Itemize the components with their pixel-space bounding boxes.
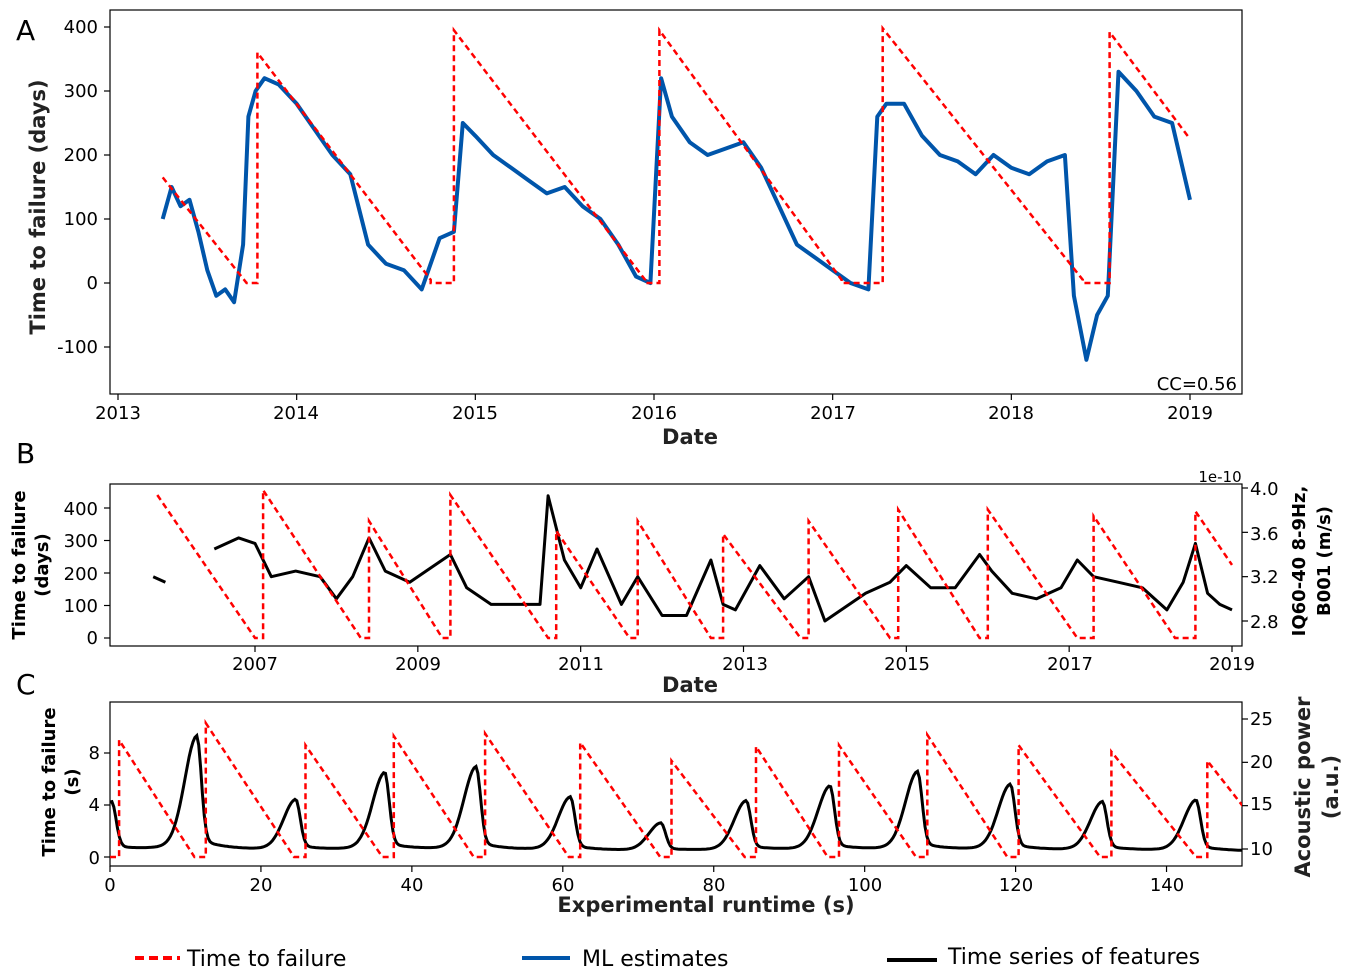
c-ylabel-line2: (s) <box>62 768 83 795</box>
b-ytick-right: 2.8 <box>1250 612 1279 633</box>
a-cc-annotation: CC=0.56 <box>1157 374 1237 395</box>
panel-c-plot-area <box>104 718 1248 872</box>
panel-c-y-ticks-right: 10 15 20 25 <box>1250 709 1273 860</box>
a-xtick: 2019 <box>1167 403 1213 424</box>
b-ytick: 400 <box>64 499 98 520</box>
features-line <box>110 732 1242 852</box>
panel-b-y-ticks: 0 100 200 300 400 <box>64 499 98 649</box>
panel-c-x-ticks: 0 20 40 60 80 100 120 140 <box>104 875 1184 896</box>
b-xtick: 2007 <box>232 654 278 675</box>
a-ylabel: Time to failure (days) <box>26 79 50 334</box>
b-xtick: 2009 <box>395 654 441 675</box>
features-line <box>213 494 1233 623</box>
c-xtick: 140 <box>1150 875 1184 896</box>
legend-feat-label: Time series of features <box>947 945 1200 970</box>
b-ylabel-line2: (days) <box>32 533 53 596</box>
b-ytick: 0 <box>87 628 98 649</box>
b-xtick: 2019 <box>1209 654 1255 675</box>
b-ytick-right: 3.6 <box>1250 524 1279 545</box>
a-xlabel: Date <box>662 425 718 449</box>
c-xtick: 20 <box>250 875 273 896</box>
a-xtick: 2014 <box>273 403 319 424</box>
b-xtick: 2017 <box>1047 654 1093 675</box>
a-ytick: 400 <box>64 17 98 38</box>
panel-a-y-ticks: -100 0 100 200 300 400 <box>57 17 98 358</box>
c-ytick-right: 20 <box>1250 752 1273 773</box>
c-ytick: 0 <box>89 848 100 869</box>
ttf-line <box>110 718 1242 859</box>
a-ytick: 100 <box>64 209 98 230</box>
panel-b-plot-area <box>104 485 1248 652</box>
panel-b-y-ticks-right: 2.8 3.2 3.6 4.0 <box>1250 479 1279 633</box>
c-xtick: 100 <box>848 875 882 896</box>
b-xlabel: Date <box>662 673 718 697</box>
panel-c: C 0 4 8 10 15 20 25 0 20 40 60 80 100 12… <box>16 668 1343 917</box>
panel-c-label: C <box>16 668 36 701</box>
panel-a-x-ticks: 2013 2014 2015 2016 2017 2018 2019 <box>95 403 1213 424</box>
legend-ml-label: ML estimates <box>582 947 729 970</box>
c-xtick: 120 <box>999 875 1033 896</box>
b-offset-text: 1e-10 <box>1198 468 1241 486</box>
b-ylabel-right-line2: B001 (m/s) <box>1314 506 1335 616</box>
a-ytick: 200 <box>64 145 98 166</box>
a-xtick: 2013 <box>95 403 141 424</box>
panel-a-frame <box>109 9 1243 395</box>
c-xtick: 80 <box>703 875 726 896</box>
c-xtick: 60 <box>552 875 575 896</box>
a-ytick: -100 <box>57 337 98 358</box>
panel-c-frame <box>109 701 1243 867</box>
b-ytick: 300 <box>64 531 98 552</box>
c-ylabel-right-line2: (a.u.) <box>1319 755 1343 819</box>
b-xtick: 2013 <box>722 654 768 675</box>
legend-ttf-label: Time to failure <box>186 947 346 970</box>
panel-a-plot-area <box>104 24 1192 400</box>
b-ytick-right: 3.2 <box>1250 567 1279 588</box>
panel-b-frame <box>109 483 1243 647</box>
panel-b-label: B <box>16 437 35 470</box>
a-xtick: 2018 <box>988 403 1034 424</box>
panel-b: B 0 100 200 300 400 2.8 3.2 3.6 4.0 1e-1… <box>9 437 1335 697</box>
ttf-line <box>156 485 1234 640</box>
c-ytick-right: 15 <box>1250 794 1273 815</box>
panel-a: A -100 0 100 200 300 400 2013 2014 2015 … <box>16 9 1243 449</box>
c-ytick: 8 <box>89 743 100 764</box>
c-ytick-right: 25 <box>1250 709 1273 730</box>
c-ylabel-line1: Time to failure <box>39 707 60 856</box>
a-ytick: 300 <box>64 81 98 102</box>
c-xlabel: Experimental runtime (s) <box>557 893 854 917</box>
panel-c-y-ticks: 0 4 8 <box>89 743 100 869</box>
a-xtick: 2015 <box>452 403 498 424</box>
b-ytick: 100 <box>64 596 98 617</box>
legend: Time to failure ML estimates Time series… <box>135 945 1200 970</box>
c-ytick: 4 <box>89 795 100 816</box>
panel-a-label: A <box>16 14 35 47</box>
features-line-segment <box>152 575 167 584</box>
b-ylabel-line1: Time to failure <box>9 490 30 639</box>
b-ylabel-right-line1: IQ60-40 8-9Hz, <box>1289 486 1310 637</box>
c-xtick: 0 <box>104 875 115 896</box>
b-xtick: 2015 <box>884 654 930 675</box>
b-ytick: 200 <box>64 564 98 585</box>
a-ytick: 0 <box>87 273 98 294</box>
ttf-line <box>161 24 1191 285</box>
a-xtick: 2017 <box>810 403 856 424</box>
b-ytick-right: 4.0 <box>1250 479 1279 500</box>
a-xtick: 2016 <box>631 403 677 424</box>
c-ylabel-right-line1: Acoustic power <box>1291 696 1315 878</box>
panel-b-x-ticks: 2007 2009 2011 2013 2015 2017 2019 <box>232 654 1255 675</box>
c-xtick: 40 <box>401 875 424 896</box>
ml-estimates-line <box>160 69 1192 362</box>
b-xtick: 2011 <box>558 654 604 675</box>
c-ytick-right: 10 <box>1250 839 1273 860</box>
